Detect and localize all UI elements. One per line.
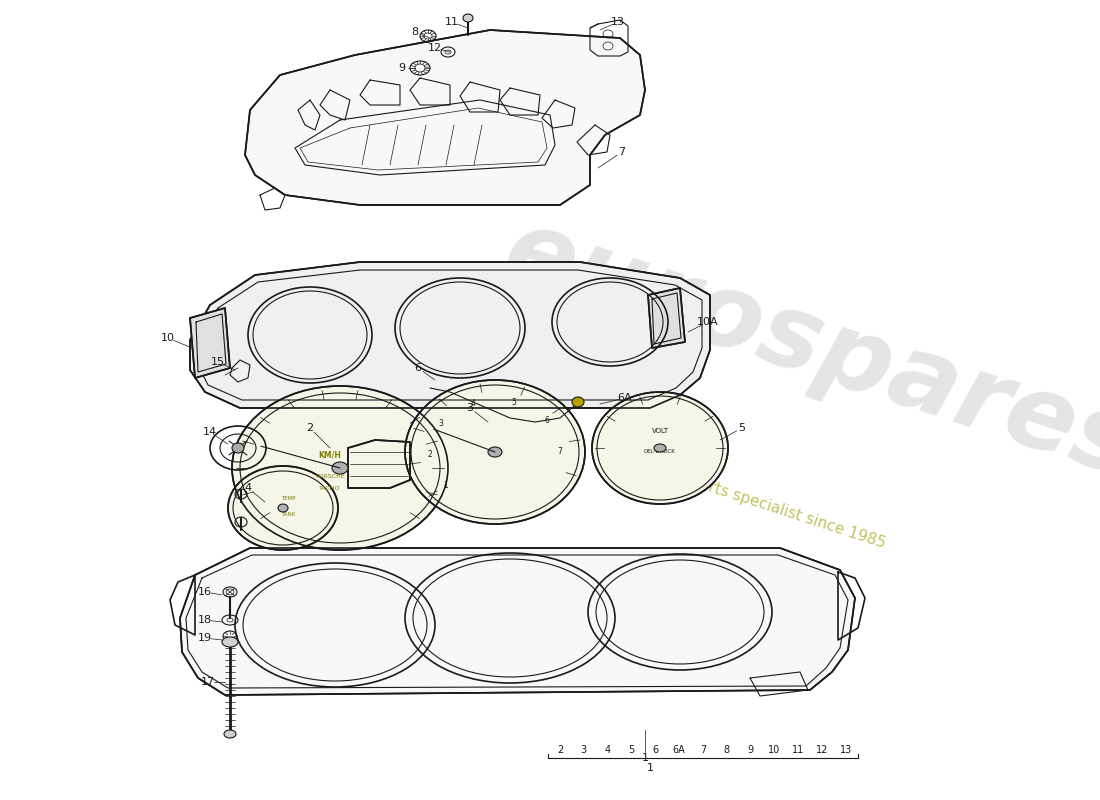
Text: 2: 2	[307, 423, 314, 433]
Ellipse shape	[278, 504, 288, 512]
Ellipse shape	[405, 380, 585, 524]
Text: 4: 4	[244, 483, 252, 493]
Text: 7: 7	[700, 745, 706, 755]
Text: 6: 6	[544, 416, 549, 426]
Text: 8: 8	[411, 27, 419, 37]
Text: 6A: 6A	[618, 393, 632, 403]
Text: TACHO: TACHO	[319, 486, 341, 491]
Polygon shape	[348, 440, 410, 488]
Ellipse shape	[488, 447, 502, 457]
Text: 14: 14	[202, 427, 217, 437]
Text: 10: 10	[161, 333, 175, 343]
Text: 13: 13	[840, 745, 852, 755]
Text: 2: 2	[428, 450, 432, 459]
Text: 16: 16	[198, 587, 212, 597]
Ellipse shape	[654, 444, 666, 452]
Text: 11: 11	[446, 17, 459, 27]
Text: 12: 12	[816, 745, 828, 755]
Text: 6: 6	[652, 745, 659, 755]
Text: VOLT: VOLT	[651, 428, 669, 434]
Text: 10A: 10A	[697, 317, 718, 327]
Text: 7: 7	[558, 447, 562, 457]
Ellipse shape	[332, 462, 348, 474]
Ellipse shape	[592, 392, 728, 504]
Ellipse shape	[222, 637, 238, 647]
Text: a porsche parts specialist since 1985: a porsche parts specialist since 1985	[613, 449, 888, 551]
Text: 13: 13	[610, 17, 625, 27]
Polygon shape	[648, 288, 685, 348]
Text: 2: 2	[557, 745, 563, 755]
Text: 5: 5	[738, 423, 746, 433]
Text: PORSCHE: PORSCHE	[315, 474, 345, 479]
Text: 1: 1	[641, 753, 649, 763]
Text: eurospares: eurospares	[492, 200, 1100, 500]
Text: 17: 17	[201, 677, 216, 687]
Text: 6: 6	[415, 363, 421, 373]
Ellipse shape	[232, 386, 448, 550]
Text: 4: 4	[471, 398, 475, 408]
Text: 19: 19	[198, 633, 212, 643]
Text: 10: 10	[769, 745, 781, 755]
Text: 9: 9	[748, 745, 754, 755]
Text: 9: 9	[398, 63, 406, 73]
Text: 11: 11	[792, 745, 804, 755]
Text: 6A: 6A	[673, 745, 685, 755]
Ellipse shape	[228, 466, 338, 550]
Text: 12: 12	[428, 43, 442, 53]
Text: KM/H: KM/H	[319, 451, 341, 460]
Text: 3: 3	[581, 745, 586, 755]
Text: 7: 7	[618, 147, 626, 157]
Ellipse shape	[463, 14, 473, 22]
Polygon shape	[190, 308, 230, 378]
Polygon shape	[180, 548, 855, 695]
Text: 5: 5	[512, 398, 516, 407]
Text: 15: 15	[211, 357, 226, 367]
Ellipse shape	[572, 397, 584, 407]
Ellipse shape	[232, 443, 244, 453]
Text: 4: 4	[605, 745, 610, 755]
Text: 3: 3	[439, 418, 443, 427]
Text: OEL-DRUCK: OEL-DRUCK	[645, 449, 675, 454]
Text: 1: 1	[647, 763, 653, 773]
Ellipse shape	[224, 730, 236, 738]
Text: 8: 8	[724, 745, 730, 755]
Polygon shape	[245, 30, 645, 205]
Text: 3: 3	[466, 403, 473, 413]
Text: 5: 5	[628, 745, 635, 755]
Text: 1: 1	[443, 481, 448, 490]
Text: TEMP: TEMP	[280, 496, 295, 501]
Text: 18: 18	[198, 615, 212, 625]
Text: TANK: TANK	[280, 512, 295, 517]
Polygon shape	[190, 262, 710, 408]
